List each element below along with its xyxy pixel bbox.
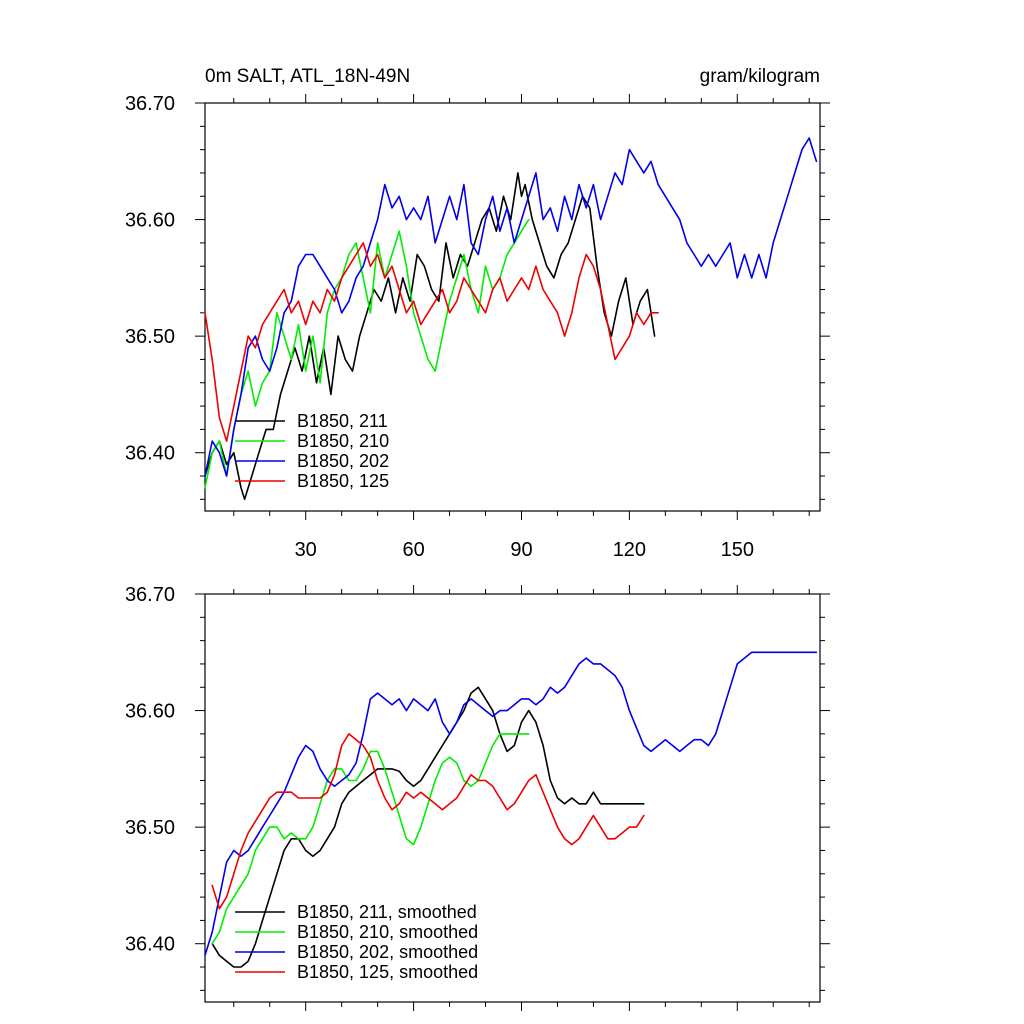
top-legend-label: B1850, 210 (297, 431, 389, 451)
bottom-series-line (211, 686, 645, 968)
top-x-tick-label: 30 (295, 539, 317, 561)
top-x-tick-label: 60 (402, 539, 424, 561)
bottom-y-tick-labels: 36.40 36.50 36.60 36.70 (125, 584, 175, 956)
top-chart-units: gram/kilogram (700, 66, 820, 87)
top-chart-title: 0m SALT, ATL_18N-49N (205, 66, 410, 87)
top-x-tick-labels: 30 60 90 120 150 (295, 539, 754, 561)
top-panel: 0m SALT, ATL_18N-49N gram/kilogram 36.40… (125, 66, 830, 561)
top-axis-ticks (195, 94, 830, 520)
top-series-line (204, 218, 530, 489)
bottom-y-tick-label: 36.50 (125, 817, 175, 839)
top-y-tick-labels: 36.40 36.50 36.60 36.70 (125, 93, 175, 465)
bottom-series-line (211, 733, 530, 945)
top-x-tick-label: 90 (510, 539, 532, 561)
top-y-tick-label: 36.50 (125, 326, 175, 348)
bottom-legend-label: B1850, 125, smoothed (297, 962, 478, 982)
bottom-panel: 36.40 36.50 36.60 36.70 B1850, 211, smoothe… (125, 584, 830, 1011)
bottom-axis-ticks (195, 585, 830, 1011)
bottom-legend-label: B1850, 210, smoothed (297, 922, 478, 942)
top-legend-label: B1850, 211 (297, 411, 388, 431)
top-series (204, 137, 818, 501)
top-plot-frame (204, 102, 821, 512)
bottom-series (204, 651, 818, 968)
top-y-tick-label: 36.40 (125, 443, 175, 465)
bottom-y-tick-label: 36.70 (125, 584, 175, 606)
bottom-y-tick-label: 36.40 (125, 934, 175, 956)
top-series-line (204, 242, 660, 442)
bottom-series-line (204, 651, 818, 957)
top-legend-label: B1850, 125 (297, 471, 389, 491)
bottom-series-line (211, 733, 645, 910)
top-legend-label: B1850, 202 (297, 451, 389, 471)
top-x-tick-label: 150 (721, 539, 754, 561)
top-series-line (204, 172, 656, 501)
top-series-line (204, 137, 818, 477)
top-x-tick-label: 120 (613, 539, 646, 561)
bottom-y-tick-label: 36.60 (125, 701, 175, 723)
bottom-legend-label: B1850, 211, smoothed (297, 902, 477, 922)
bottom-legend-label: B1850, 202, smoothed (297, 942, 478, 962)
bottom-plot-frame (204, 593, 821, 1003)
top-y-tick-label: 36.60 (125, 210, 175, 232)
top-y-tick-label: 36.70 (125, 93, 175, 115)
